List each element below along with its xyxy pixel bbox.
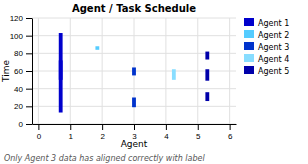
tick: 5 <box>196 124 201 141</box>
tick: 6 <box>228 124 233 141</box>
legend-swatch <box>244 66 254 74</box>
legend-swatch <box>244 18 254 26</box>
range-bar <box>59 33 63 113</box>
tick-mark <box>38 124 39 130</box>
range-bar <box>132 67 136 75</box>
tick: 60 <box>14 67 32 76</box>
tick-label: 60 <box>14 67 23 76</box>
tick-label: 100 <box>10 32 24 41</box>
legend-item: Agent 3 <box>244 42 289 52</box>
legend-item: Agent 5 <box>244 66 289 76</box>
range-bar <box>59 60 63 79</box>
range-bar <box>205 92 209 101</box>
tick: 4 <box>164 124 169 141</box>
legend-label: Agent 4 <box>258 55 289 64</box>
tick-mark <box>26 71 32 72</box>
y-axis-title: Time <box>1 60 11 83</box>
grid <box>32 18 236 124</box>
tick: 100 <box>10 32 32 41</box>
tick-label: 120 <box>10 14 24 23</box>
tick-label: 0 <box>37 132 42 141</box>
tick-mark <box>26 36 32 37</box>
tick-mark <box>26 106 32 107</box>
tick-label: 6 <box>228 132 233 141</box>
tick: 1 <box>69 124 74 141</box>
legend-swatch <box>244 30 254 38</box>
axis-line <box>32 19 33 125</box>
tick: 0 <box>19 120 32 129</box>
x-axis-title: Agent <box>121 139 148 149</box>
tick: 2 <box>100 124 105 141</box>
legend-item: Agent 2 <box>244 30 289 40</box>
tick-mark <box>198 124 199 130</box>
legend-label: Agent 3 <box>258 43 289 52</box>
range-bar <box>95 46 99 50</box>
tick: 40 <box>14 85 32 94</box>
tick-label: 0 <box>19 120 24 129</box>
tick-label: 4 <box>164 132 169 141</box>
tick-label: 5 <box>196 132 201 141</box>
legend-label: Agent 2 <box>258 31 289 40</box>
legend-swatch <box>244 54 254 62</box>
y-axis: 0 20 40 60 80 100 120 <box>10 14 33 129</box>
tick: 0 <box>37 124 42 141</box>
legend-label: Agent 1 <box>258 19 289 28</box>
tick-label: 20 <box>14 102 23 111</box>
legend-item: Agent 1 <box>244 18 289 28</box>
tick-label: 2 <box>100 132 105 141</box>
range-bar <box>132 98 136 108</box>
legend-item: Agent 4 <box>244 54 289 64</box>
tick-mark <box>26 89 32 90</box>
tick-mark <box>134 124 135 130</box>
tick-mark <box>26 18 32 19</box>
tick-label: 1 <box>69 132 74 141</box>
tick: 20 <box>14 102 32 111</box>
tick: 120 <box>10 14 32 23</box>
tick-mark <box>26 53 32 54</box>
tick-label: 40 <box>14 85 23 94</box>
range-bar <box>172 69 176 80</box>
title: Agent / Task Schedule <box>72 3 196 14</box>
tick-mark <box>230 124 231 130</box>
annotation: Only Agent 3 data has aligned correctly … <box>4 154 205 163</box>
bars <box>59 33 209 113</box>
legend-swatch <box>244 42 254 50</box>
tick-mark <box>102 124 103 130</box>
tick-mark <box>166 124 167 130</box>
tick-mark <box>26 124 32 125</box>
grid-line <box>32 18 236 19</box>
tick-mark <box>70 124 71 130</box>
tick-label: 80 <box>14 49 23 58</box>
range-bar <box>205 69 209 80</box>
chart: 0123456020406080100120Agent / Task Sched… <box>0 0 308 164</box>
tick: 80 <box>14 49 32 58</box>
legend-label: Agent 5 <box>258 67 289 76</box>
legend: Agent 1 Agent 2 Agent 3 Agent 4 Agent 5 <box>244 18 289 76</box>
range-bar <box>205 52 209 60</box>
